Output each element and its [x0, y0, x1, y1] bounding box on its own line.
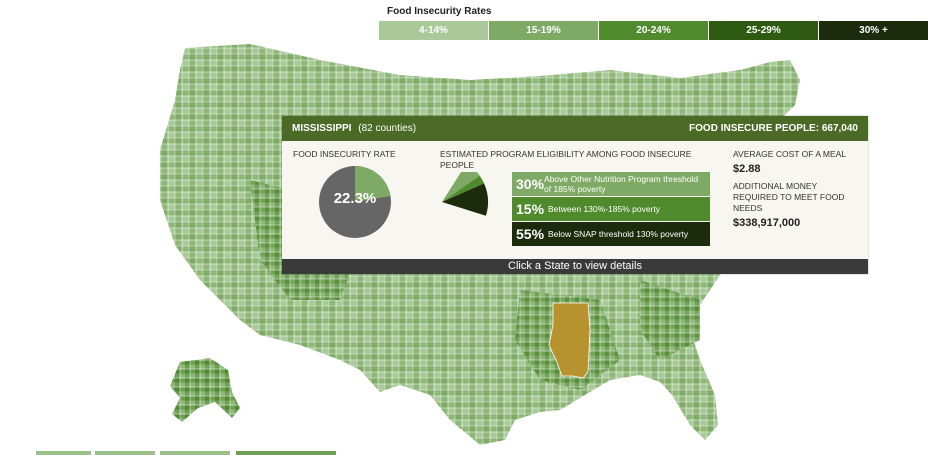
legend: 4-14% 15-19% 20-24% 25-29% 30% +: [379, 21, 928, 40]
pie-insecure-slice: [355, 166, 391, 202]
legend-title: Food Insecurity Rates: [387, 6, 492, 17]
eligibility-desc: Above Other Nutrition Program threshold …: [544, 174, 699, 194]
eligibility-fan-chart: [442, 172, 488, 216]
click-state-hint[interactable]: Click a State to view details: [282, 259, 868, 274]
eligibility-row: 30% Above Other Nutrition Program thresho…: [512, 172, 710, 196]
avg-cost-value: $2.88: [733, 163, 761, 175]
rate-label: FOOD INSECURITY RATE: [293, 149, 396, 159]
avg-cost-label: AVERAGE COST OF A MEAL: [733, 149, 847, 159]
legend-item[interactable]: 20-24%: [599, 21, 708, 40]
eligibility-label: ESTIMATED PROGRAM ELIGIBILITY AMONG FOOD…: [440, 149, 692, 170]
eligibility-list: 30% Above Other Nutrition Program thresho…: [512, 172, 710, 247]
alaska: [170, 358, 240, 422]
eligibility-row: 55% Below SNAP threshold 130% poverty: [512, 222, 710, 246]
state-detail-panel: MISSISSIPPI (82 counties) FOOD INSECURE …: [282, 116, 868, 274]
mississippi-highlight: [548, 302, 591, 379]
county-count: (82 counties): [358, 123, 417, 134]
fan-slice: [442, 175, 485, 202]
legend-item[interactable]: 25-29%: [709, 21, 818, 40]
food-insecure-people: FOOD INSECURE PEOPLE: 667,040: [689, 123, 858, 134]
eligibility-desc: Between 130%-185% poverty: [548, 204, 660, 214]
panel-body: FOOD INSECURITY RATE 22.3% ESTIMATED PRO…: [282, 141, 868, 259]
rate-value: 22.3%: [333, 190, 377, 207]
fan-slice: [442, 172, 480, 202]
eligibility-pct: 15%: [516, 201, 545, 217]
eligibility-row: 15% Between 130%-185% poverty: [512, 197, 710, 221]
legend-item[interactable]: 15-19%: [489, 21, 598, 40]
fan-slice: [442, 183, 488, 216]
rate-pie-chart: 22.3%: [318, 165, 392, 239]
legend-item[interactable]: 4-14%: [379, 21, 488, 40]
eligibility-desc: Below SNAP threshold 130% poverty: [548, 229, 689, 239]
eligibility-pct: 30%: [516, 176, 545, 192]
additional-money-value: $338,917,000: [733, 217, 801, 229]
panel-header: MISSISSIPPI (82 counties) FOOD INSECURE …: [282, 116, 868, 141]
eligibility-pct: 55%: [516, 226, 545, 242]
legend-item[interactable]: 30% +: [819, 21, 928, 40]
state-name: MISSISSIPPI: [292, 123, 352, 134]
additional-money-label: ADDITIONAL MONEY REQUIRED TO MEET FOOD N…: [733, 181, 845, 213]
